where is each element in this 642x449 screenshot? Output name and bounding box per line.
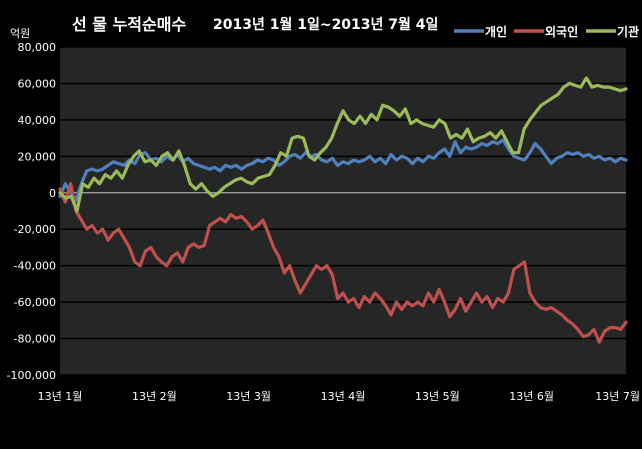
y-tick-label: -100,000 (7, 369, 56, 382)
series-line-2 (58, 76, 628, 213)
y-tick-label: 0 (49, 187, 56, 200)
x-tick-label: 13년 5월 (415, 390, 460, 403)
legend-label: 기관 (617, 24, 639, 39)
legend-label: 개인 (485, 24, 507, 39)
y-axis-unit: 억원 (10, 27, 30, 40)
x-axis-ticks: 13년 1월 13년 2월 13년 3월 13년 4월 13년 5월 13년 6월 13년 … (38, 390, 640, 403)
x-tick-label: 13년 4월 (321, 390, 366, 403)
x-tick-label: 13년 7월 (595, 390, 640, 403)
y-tick-label: 60,000 (18, 77, 57, 90)
gridlines (60, 46, 626, 376)
series-lines (58, 76, 628, 344)
chart-title: 선 물 누적순매수 (72, 15, 186, 34)
y-tick-label: -40,000 (14, 260, 56, 273)
y-axis-ticks: 80,000 60,000 40,000 20,000 0 -20,000 -40,000 -… (7, 41, 56, 382)
series-line-1 (58, 182, 628, 344)
y-tick-label: 40,000 (18, 114, 57, 127)
plot-area (60, 47, 626, 375)
y-tick-label: 80,000 (18, 41, 57, 54)
x-tick-label: 13년 6월 (509, 390, 554, 403)
x-tick-label: 13년 2월 (132, 390, 177, 403)
legend-label: 외국인 (545, 24, 578, 39)
chart-subtitle: 2013년 1월 1일~2013년 7월 4일 (213, 16, 438, 33)
y-tick-label: -20,000 (14, 223, 56, 236)
y-tick-label: 20,000 (18, 150, 57, 163)
x-tick-label: 13년 3월 (226, 390, 271, 403)
y-tick-label: -80,000 (14, 333, 56, 346)
legend: 개인 외국인 기관 (454, 24, 639, 39)
series-line-0 (58, 138, 628, 202)
y-tick-label: -60,000 (14, 296, 56, 309)
x-tick-label: 13년 1월 (38, 390, 83, 403)
